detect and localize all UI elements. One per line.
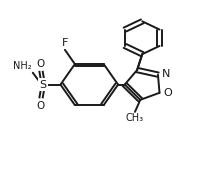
Text: N: N: [162, 69, 170, 79]
Text: NH₂: NH₂: [13, 61, 32, 71]
Text: CH₃: CH₃: [126, 113, 144, 123]
Text: F: F: [62, 38, 68, 48]
Text: S: S: [40, 80, 47, 90]
Text: O: O: [36, 58, 45, 69]
Text: O: O: [36, 101, 45, 111]
Text: O: O: [163, 88, 172, 98]
